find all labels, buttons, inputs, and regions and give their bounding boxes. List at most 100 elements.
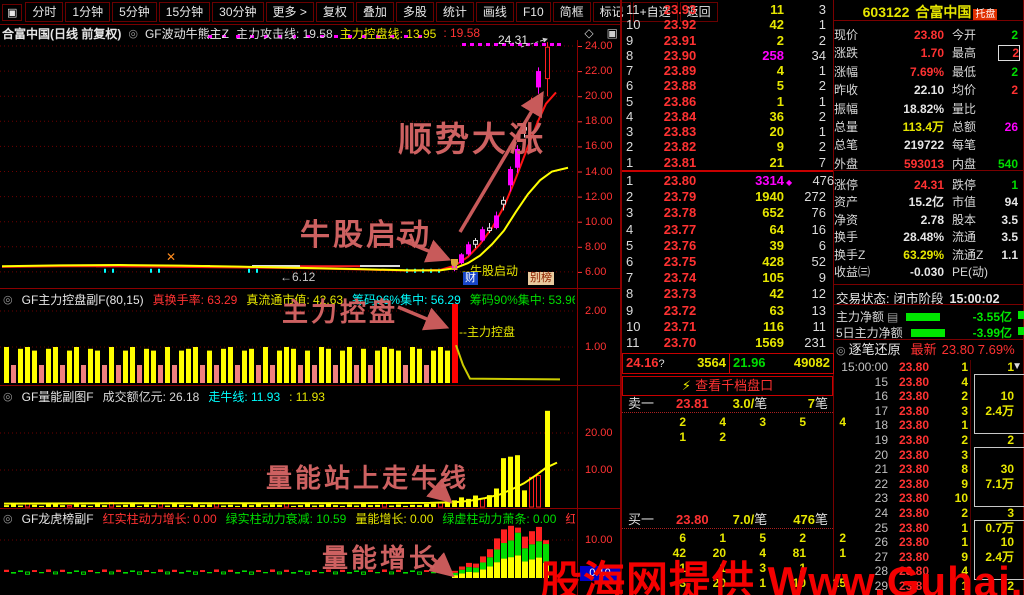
queue-level: 6: [626, 254, 634, 269]
toolbar-tool-2[interactable]: 叠加: [355, 2, 394, 22]
tick-row: 23 23.80 10: [834, 491, 1024, 506]
info-value-2: 1: [1011, 178, 1018, 192]
info-row: 振幅 18.82% 量比: [834, 100, 1024, 117]
info-divider-4: [834, 304, 1024, 305]
queue-level: 2: [626, 139, 634, 155]
panel2-field-4: 筹码90%集中: 53.96: [469, 293, 575, 307]
info-row-2: 换手 28.48% 流通 3.5: [834, 228, 1024, 245]
toolbar-tool-9[interactable]: +自选: [632, 2, 678, 22]
tick-agg-value: 2.4万: [985, 403, 1014, 418]
buy1-count-wrap: 476笔: [793, 512, 828, 528]
tick-volume: 9: [961, 476, 968, 491]
info-row: 涨跌 1.70 最高 2: [834, 44, 1024, 62]
queue-count: 2: [818, 78, 826, 94]
queue-count: 52: [811, 254, 826, 269]
info-row-2: 涨停 24.31 跌停 1: [834, 176, 1024, 193]
queue-price: 23.75: [663, 254, 697, 269]
info-value: 2.78: [920, 212, 944, 227]
indicator-field-2: 主力控盘线: 13.95: [339, 26, 437, 41]
info-label: 涨停: [834, 178, 859, 192]
toolbar-period-3[interactable]: 5分钟: [112, 2, 157, 22]
toolbar-period-1[interactable]: 分时: [25, 2, 64, 22]
info-value: 593013: [903, 156, 944, 171]
buy1-order-row: 1 1 3 1: [622, 561, 833, 576]
info-value: 15.2亿: [908, 195, 944, 210]
tick-agg-value: 2: [1007, 433, 1014, 447]
net-bar: [910, 328, 945, 337]
tick-price: 23.80: [898, 374, 930, 389]
queue-level: 10: [626, 17, 641, 33]
tick-time: 29: [874, 579, 888, 593]
queue-price: 23.80: [663, 173, 697, 188]
toolbar-tool-10[interactable]: 返回: [679, 2, 718, 22]
tick-price: 23.80: [898, 520, 930, 535]
info-value-2: 2: [1011, 28, 1018, 42]
panel-collapse-icon[interactable]: ◎: [3, 294, 13, 306]
buy1-count-value: 476: [793, 512, 815, 527]
collapse-icon[interactable]: ◎: [128, 27, 138, 40]
toolbar-period-4[interactable]: 15分钟: [158, 2, 211, 22]
queue-price: 23.79: [663, 189, 697, 205]
queue-price: 23.72: [663, 302, 697, 318]
tick-price: 23.80: [898, 579, 930, 593]
stock-code: 603122: [862, 4, 910, 20]
tick-row: 29 23.80 1: [834, 579, 1024, 594]
buy-queue-row: 2 23.79 1940 272: [622, 189, 833, 205]
toolbar-period-5[interactable]: 30分钟: [212, 2, 264, 22]
sell-buy-divider: [622, 170, 833, 172]
toolbar-tool-5[interactable]: 画线: [475, 2, 514, 22]
sell-queue-row: 10 23.92 42 1: [622, 17, 833, 32]
sell1-header: 卖一 23.81 3.0/笔 7笔: [622, 396, 833, 413]
queue-volume: 42: [769, 286, 784, 302]
entrust-badge[interactable]: 托盘: [973, 9, 998, 20]
info-value-2: 3.5: [1001, 212, 1018, 227]
buy-queue-row: 10 23.71 116 11: [622, 319, 833, 335]
toolbar-tool-4[interactable]: 统计: [435, 2, 474, 22]
toolbar-period-2[interactable]: 1分钟: [65, 2, 111, 22]
info-column: 603122 合富中国 托盘 现价 23.80 今开 2 涨跌 1.70 最高 2 涨幅 7.69% 最低…: [834, 0, 1024, 595]
queue-level: 1: [626, 154, 634, 170]
tick-agg-value: 30: [1000, 462, 1014, 477]
buy-queue-row: 9 23.72 63 13: [622, 303, 833, 319]
layout-icon[interactable]: ▣: [606, 26, 618, 40]
panel-collapse-icon[interactable]: ◎: [3, 391, 13, 403]
queue-level: 4: [626, 108, 634, 124]
tick-title: 逐笔还原: [848, 342, 901, 357]
queue-price: 23.88: [663, 78, 697, 94]
queue-price: 23.74: [663, 270, 697, 286]
net-detail-icon[interactable]: ▤: [887, 310, 899, 324]
tick-agg-value: 10: [1000, 389, 1014, 404]
queue-count: 1: [818, 17, 826, 33]
panel-collapse-icon[interactable]: ◎: [3, 513, 13, 525]
net-label: 主力净额: [836, 310, 885, 324]
diamond-icon[interactable]: ◇: [584, 26, 594, 40]
toolbar-period-6[interactable]: 更多 >: [265, 2, 314, 22]
queue-price: 23.76: [663, 237, 697, 253]
tick-time: 26: [874, 535, 888, 550]
info-label-2: 总额: [952, 120, 977, 134]
buy1-order-cell: 5: [759, 531, 766, 545]
queue-price: 23.77: [663, 221, 697, 237]
funnel-icon[interactable]: ▼: [1012, 361, 1022, 372]
tick-time: 17: [874, 403, 888, 418]
tick-header: ◎ 逐笔还原 最新 23.80 7.69% ▼: [834, 342, 1024, 372]
status-value: 闭市阶段: [893, 292, 944, 306]
tick-collapse-icon[interactable]: ◎: [836, 345, 846, 357]
queue-level: 11: [626, 2, 640, 17]
stock-title: 合富中国(日线 前复权): [2, 26, 122, 41]
tick-volume: 4: [961, 374, 968, 389]
sell1-order-cell: 4: [719, 415, 726, 429]
toolbar-tool-3[interactable]: 多股: [395, 2, 434, 22]
window-icon-button[interactable]: ▣: [2, 3, 23, 21]
toolbar-tool-6[interactable]: F10: [515, 2, 551, 22]
panel3-field-2: 走牛线: 11.93: [208, 390, 281, 404]
thousand-depth-button[interactable]: ⚡ 查看千档盘口: [622, 376, 833, 396]
toolbar-tool-1[interactable]: 复权: [315, 2, 354, 22]
toolbar-tool-7[interactable]: 简框: [552, 2, 591, 22]
info-row: 昨收 22.10 均价 2: [834, 81, 1024, 98]
queue-volume: 11: [770, 2, 784, 17]
tick-row: 22 23.80 9: [834, 477, 1024, 492]
queue-count: 7: [818, 154, 826, 170]
sell-queue-row: 5 23.86 1 1: [622, 94, 833, 109]
